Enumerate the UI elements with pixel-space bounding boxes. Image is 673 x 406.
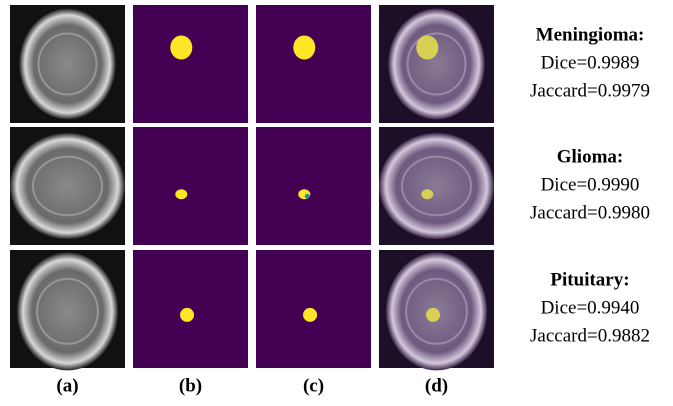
tumor-mask — [421, 189, 433, 199]
jaccard-score: Jaccard=0.9980 — [530, 202, 650, 223]
panel — [133, 127, 248, 245]
jaccard-score: Jaccard=0.9882 — [530, 325, 650, 346]
brain-scan — [379, 133, 494, 239]
tumor-type: Pituitary: — [550, 269, 629, 290]
tumor-mask — [426, 308, 440, 322]
panel — [133, 5, 248, 123]
tumor-type: Glioma: — [557, 146, 624, 167]
column-label: (b) — [179, 375, 202, 396]
panel — [256, 127, 371, 245]
panel — [256, 5, 371, 123]
jaccard-score: Jaccard=0.9979 — [530, 80, 650, 101]
tumor-type: Meningioma: — [536, 24, 645, 45]
dice-score: Dice=0.9990 — [541, 174, 640, 195]
dice-score: Dice=0.9989 — [541, 52, 640, 73]
brain-scan — [17, 252, 118, 370]
tumor-mask — [175, 189, 187, 199]
figure: Meningioma: Dice=0.9989 Jaccard=0.9979 Glio… — [0, 0, 673, 406]
tumor-mask — [416, 35, 438, 59]
tumor-mask — [303, 308, 317, 322]
brain-scan — [19, 9, 116, 120]
tumor-mask — [293, 35, 315, 59]
dice-score: Dice=0.9940 — [541, 297, 640, 318]
brain-scan — [10, 133, 125, 239]
tumor-mask — [180, 308, 194, 322]
tumor-mask — [170, 35, 192, 59]
brain-scan — [388, 9, 485, 120]
column-label: (d) — [425, 375, 448, 396]
mask-diff — [305, 194, 310, 199]
column-label: (a) — [56, 375, 78, 396]
column-label: (c) — [303, 375, 324, 396]
